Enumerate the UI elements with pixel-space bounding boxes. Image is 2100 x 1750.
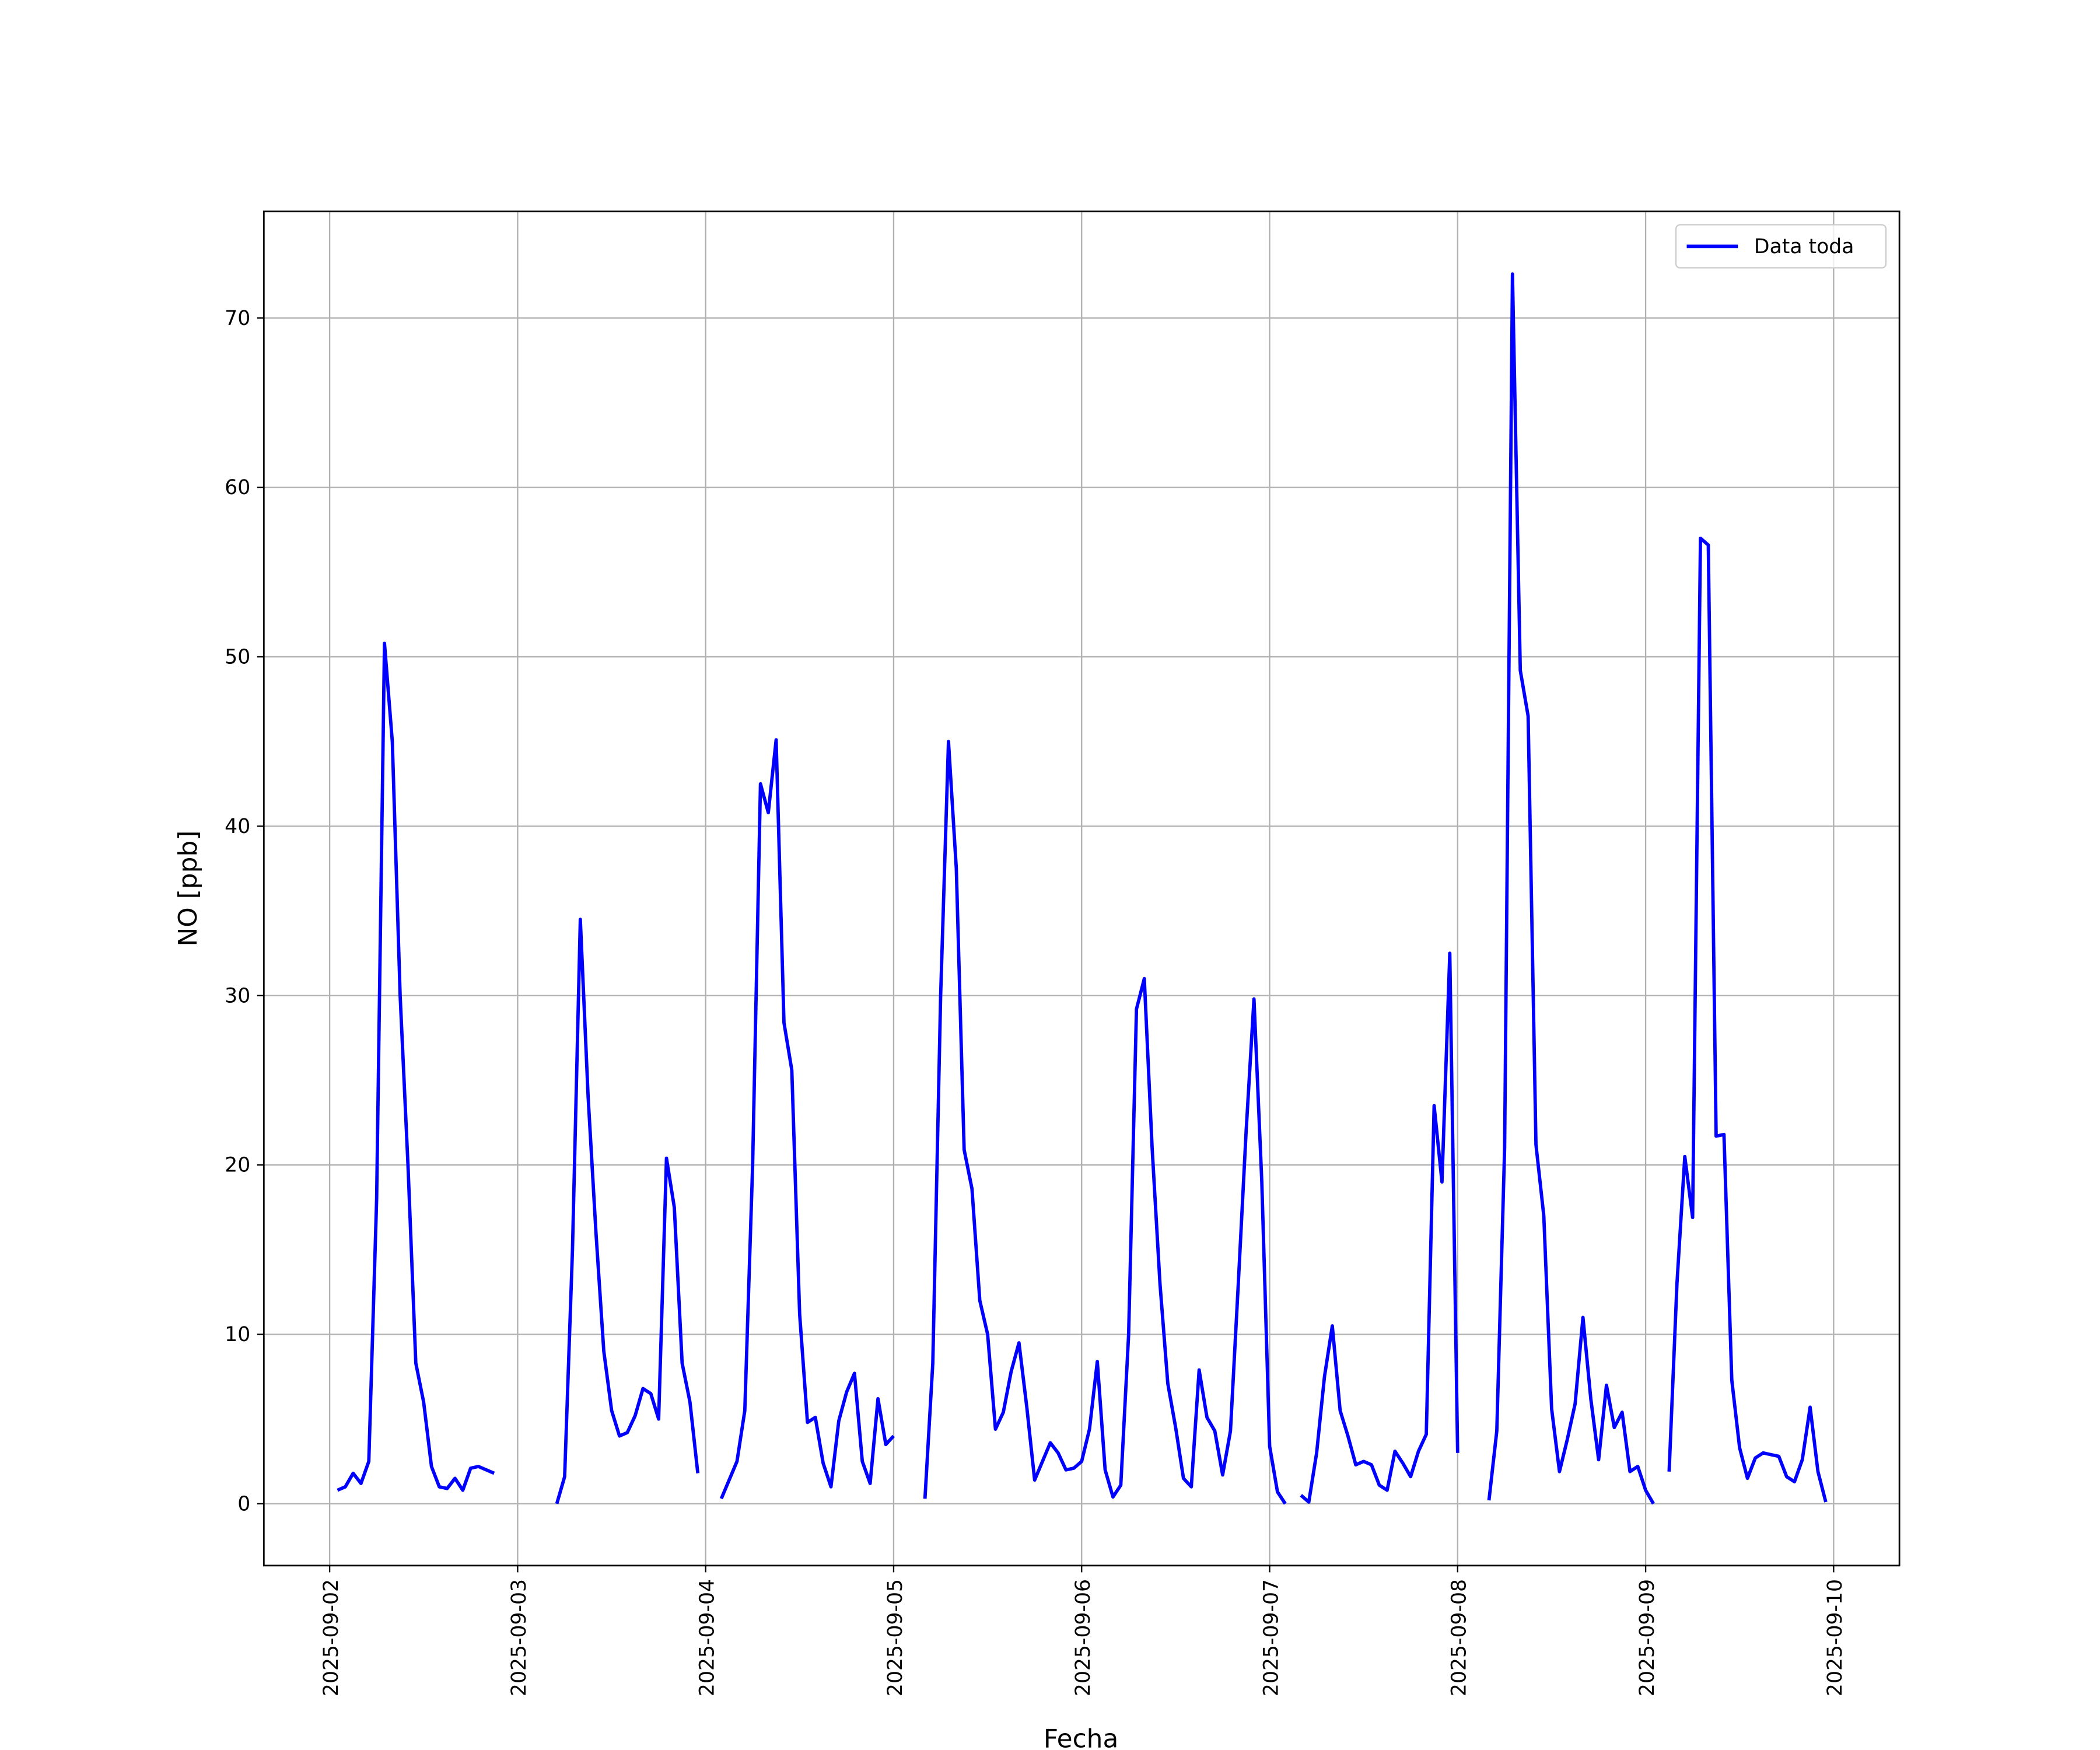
- x-axis-label: Fecha: [1044, 1724, 1119, 1750]
- y-tick-label: 0: [237, 1492, 250, 1516]
- y-tick-label: 30: [225, 984, 250, 1007]
- x-tick-label: 2025-09-05: [884, 1579, 907, 1696]
- legend-box: [1675, 224, 1887, 269]
- plot-frame: [262, 210, 1901, 1567]
- y-tick-label: 20: [225, 1154, 250, 1177]
- x-tick-label: 2025-09-06: [1072, 1579, 1095, 1696]
- x-tick-label: 2025-09-02: [320, 1579, 343, 1696]
- x-tick-label: 2025-09-08: [1448, 1579, 1471, 1696]
- x-tick-label: 2025-09-09: [1636, 1579, 1659, 1696]
- y-tick-label: 50: [225, 646, 250, 669]
- x-tick-label: 2025-09-07: [1259, 1579, 1283, 1696]
- x-tick-label: 2025-09-04: [696, 1579, 719, 1696]
- y-axis-label: NO [ppb]: [173, 831, 203, 947]
- x-tick-label: 2025-09-03: [508, 1579, 531, 1696]
- x-tick-label: 2025-09-10: [1824, 1579, 1847, 1696]
- y-tick-label: 10: [225, 1323, 250, 1346]
- y-tick-label: 70: [225, 307, 250, 330]
- data-line: [337, 272, 1828, 1505]
- legend-label: Data toda: [1754, 235, 1854, 258]
- y-tick-label: 40: [225, 815, 250, 838]
- y-tick-label: 60: [225, 476, 250, 499]
